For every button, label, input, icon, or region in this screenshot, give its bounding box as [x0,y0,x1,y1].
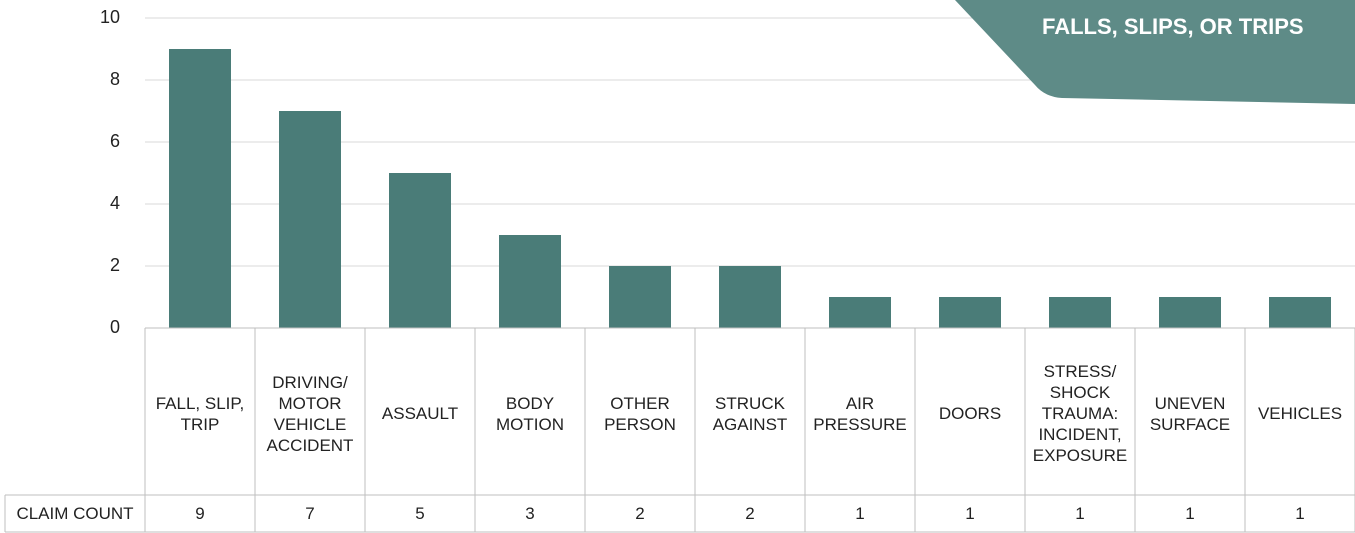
category-label: UNEVEN SURFACE [1149,393,1231,434]
table-value: 1 [1075,504,1085,523]
bar [1049,297,1111,328]
callout-text: FALLS, SLIPS, OR TRIPS [1042,14,1304,39]
bar [499,235,561,328]
bar [279,111,341,328]
callout [955,0,1355,104]
table-value: 1 [1185,504,1195,523]
y-tick-label: 10 [100,7,120,27]
table-value: 2 [745,504,755,523]
category-label: AIR PRESSURE [813,393,907,434]
category-label: STRUCK AGAINST [712,393,788,434]
y-tick-label: 4 [110,193,120,213]
y-tick-label: 6 [110,131,120,151]
category-label: VEHICLES [1257,404,1343,423]
table-value: 1 [965,504,975,523]
category-label: DOORS [938,404,1002,423]
table-value: 1 [1295,504,1305,523]
bar [1269,297,1331,328]
category-label: STRESS/ SHOCK TRAUMA: INCIDENT, EXPOSURE [1032,362,1128,465]
y-tick-label: 8 [110,69,120,89]
y-tick-label: 2 [110,255,120,275]
category-label: ASSAULT [381,404,459,423]
bar [1159,297,1221,328]
table-value: 5 [415,504,425,523]
category-label: OTHER PERSON [604,393,676,434]
bar [609,266,671,328]
table-value: 2 [635,504,645,523]
bar [829,297,891,328]
bar [169,49,231,328]
table-value: 9 [195,504,205,523]
y-tick-label: 0 [110,317,120,337]
table-value: 3 [525,504,535,523]
category-label: DRIVING/ MOTOR VEHICLE ACCIDENT [266,372,354,455]
bar [389,173,451,328]
table-value: 1 [855,504,865,523]
bar [939,297,1001,328]
category-label: BODY MOTION [496,393,564,434]
category-label: FALL, SLIP, TRIP [155,393,245,434]
series-name: CLAIM COUNT [16,504,134,523]
table-value: 7 [305,504,315,523]
bar [719,266,781,328]
